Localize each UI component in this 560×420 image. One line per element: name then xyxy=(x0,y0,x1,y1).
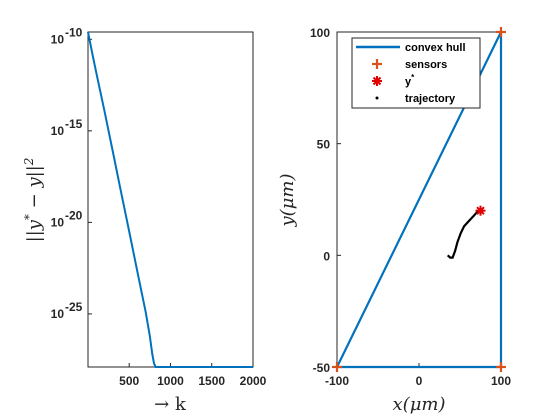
left-y-tick-label: 10 xyxy=(51,215,65,229)
trajectory-line xyxy=(446,209,481,259)
left-plot-area xyxy=(87,31,254,368)
legend-label-convex-hull: convex hull xyxy=(405,42,466,54)
left-x-ticks: 500 1000 1500 2000 xyxy=(119,363,267,388)
left-y-tick-exponent: -10 xyxy=(65,25,83,39)
legend: convex hull sensors y* trajectory xyxy=(351,37,481,109)
y-star-marker xyxy=(475,205,486,216)
left-y-tick-exponent: -15 xyxy=(65,117,83,131)
legend-marker-trajectory xyxy=(375,96,379,100)
left-y-tick-exponent: -20 xyxy=(65,208,83,222)
legend-marker-y-star xyxy=(372,76,382,86)
right-x-tick-label: -100 xyxy=(325,374,349,388)
left-x-tick-label: 500 xyxy=(119,374,139,388)
right-y-axis-label: y(μm) xyxy=(277,174,298,228)
legend-label-trajectory: trajectory xyxy=(405,93,456,105)
sensor-marker xyxy=(332,362,342,372)
left-x-tick-label: 1500 xyxy=(198,374,225,388)
left-x-tick-label: 2000 xyxy=(240,374,267,388)
legend-marker-sensors xyxy=(372,59,382,69)
left-y-tick-label: 10 xyxy=(51,307,65,321)
sensor-marker xyxy=(496,27,506,37)
left-y-tick-label: 10 xyxy=(51,124,65,138)
left-series-line xyxy=(87,31,253,368)
left-y-tick-label: 10 xyxy=(51,32,65,46)
right-y-tick-label: 50 xyxy=(317,138,331,152)
right-x-axis-label: x(μm) xyxy=(393,394,446,415)
right-plot: -100 0 100 -50 0 50 100 convex hull sensors y… xyxy=(277,26,511,415)
svg-text:||y* − y||2: ||y* − y||2 xyxy=(22,158,45,243)
legend-box xyxy=(351,37,481,109)
left-x-axis-label: → k xyxy=(154,394,187,415)
right-y-ticks: -50 0 50 100 xyxy=(310,26,341,375)
left-x-tick-label: 1000 xyxy=(157,374,184,388)
right-y-tick-label: 100 xyxy=(310,26,330,40)
sensor-markers xyxy=(332,27,506,372)
legend-label-sensors: sensors xyxy=(405,59,447,71)
right-y-tick-label: -50 xyxy=(313,361,331,375)
right-x-tick-label: 0 xyxy=(416,374,423,388)
left-y-tick-exponent: -25 xyxy=(65,300,83,314)
sensor-marker xyxy=(496,362,506,372)
legend-label-y-star: y* xyxy=(405,73,415,88)
left-y-axis-label: ||y* − y||2 xyxy=(22,158,45,243)
right-y-tick-label: 0 xyxy=(323,249,330,263)
y-star-point xyxy=(475,205,486,216)
convex-hull-line xyxy=(336,31,503,369)
right-x-tick-label: 100 xyxy=(491,374,511,388)
